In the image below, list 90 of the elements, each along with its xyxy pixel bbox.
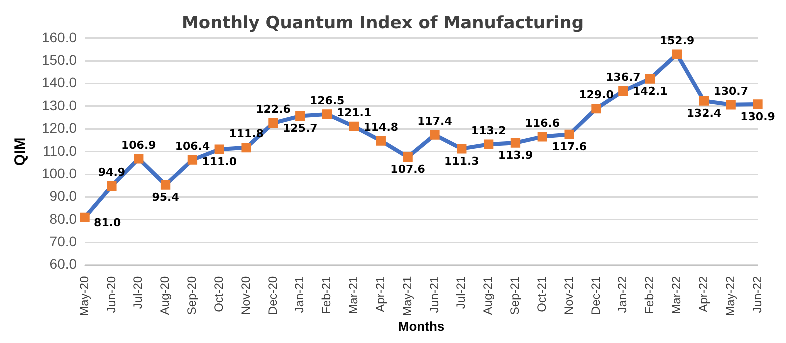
data-label: 129.0 [579, 88, 614, 102]
data-label: 130.7 [714, 84, 748, 98]
data-label: 113.9 [498, 148, 534, 162]
point [349, 122, 360, 132]
y-axis-title: QIM [12, 138, 30, 166]
x-tick-label: Aug-21 [481, 276, 496, 316]
y-tick-label: 140.0 [42, 74, 78, 91]
data-label: 114.8 [364, 120, 399, 134]
data-label: 125.7 [282, 122, 318, 136]
point [672, 50, 682, 60]
chart-title: Monthly Quantum Index of Manufacturing [182, 14, 584, 34]
point [430, 130, 440, 140]
x-tick-label: Mar-22 [670, 276, 684, 314]
y-tick-label: 100.0 [42, 165, 78, 182]
x-tick-label: Jan-21 [292, 276, 307, 314]
data-label: 107.6 [390, 163, 426, 176]
x-tick-label: Nov-21 [562, 276, 576, 316]
x-tick-label: Apr-22 [696, 276, 710, 312]
point [538, 132, 548, 142]
point [699, 96, 709, 106]
x-tick-label: May-20 [77, 276, 92, 316]
point [268, 118, 278, 128]
x-tick-label: Dec-21 [588, 276, 603, 316]
data-label: 111.0 [202, 155, 238, 168]
x-tick-label: Jul-21 [454, 276, 468, 310]
y-tick-label: 110.0 [43, 142, 78, 159]
point [160, 180, 171, 190]
x-tick-label: Jul-20 [131, 276, 146, 310]
point [80, 212, 90, 223]
data-label: 142.1 [632, 84, 668, 98]
point [296, 111, 306, 122]
data-label: 122.6 [256, 103, 292, 116]
data-label: 81.0 [94, 216, 122, 230]
x-tick-label: Aug-20 [158, 276, 172, 316]
y-tick-label: 130.0 [42, 97, 78, 114]
data-label: 132.4 [686, 106, 722, 120]
y-tick-label: 80.0 [50, 210, 78, 227]
data-label: 95.4 [152, 190, 180, 204]
data-label: 116.6 [525, 116, 560, 130]
x-tick-label: Jun-20 [104, 276, 118, 314]
point [726, 100, 736, 110]
y-tick-label: 120.0 [42, 120, 78, 136]
point [107, 181, 117, 191]
data-label: 136.7 [606, 71, 641, 84]
x-tick-label: Feb-22 [642, 276, 657, 314]
y-tick-label: 90.0 [50, 188, 78, 204]
x-tick-label: Mar-21 [346, 276, 361, 314]
point [403, 152, 413, 162]
data-label: 121.1 [336, 106, 372, 120]
x-tick-label: Oct-21 [534, 276, 549, 312]
y-tick-label: 160.0 [42, 29, 78, 46]
y-tick-label: 70.0 [50, 234, 78, 250]
data-label: 106.4 [175, 140, 210, 153]
data-label: 117.6 [552, 140, 588, 154]
y-tick-label: 60.0 [50, 256, 78, 272]
data-label: 117.4 [418, 114, 453, 128]
data-label: 130.9 [740, 110, 776, 124]
data-label: 111.3 [444, 154, 480, 168]
y-tick-label: 150.0 [42, 52, 78, 68]
x-tick-label: Feb-21 [320, 276, 334, 314]
point [242, 142, 252, 153]
x-tick-label: Dec-20 [266, 276, 280, 316]
x-tick-label: Oct-20 [212, 276, 226, 312]
data-label: 126.5 [310, 94, 345, 108]
x-tick-label: May-22 [723, 276, 738, 316]
point [214, 144, 224, 154]
x-tick-label: Apr-21 [373, 276, 388, 312]
x-tick-label: Jun-21 [427, 276, 442, 314]
point [592, 104, 602, 114]
x-tick-label: Jun-22 [750, 276, 764, 314]
data-label: 152.9 [660, 34, 695, 48]
x-tick-label: Sep-21 [508, 276, 522, 316]
point [322, 110, 332, 120]
point [753, 100, 763, 110]
point [645, 74, 656, 84]
x-axis-title: Months [398, 318, 445, 334]
x-tick-label: Nov-20 [238, 276, 253, 316]
point [618, 86, 628, 96]
point [134, 154, 144, 164]
point [457, 144, 467, 154]
data-label: 113.2 [471, 124, 506, 138]
data-label: 106.9 [121, 138, 156, 152]
point [564, 130, 574, 140]
point [484, 140, 494, 150]
x-tick-label: May-21 [400, 276, 414, 316]
x-tick-label: Sep-20 [185, 276, 200, 316]
point [376, 136, 386, 146]
x-tick-label: Jan-22 [616, 276, 630, 314]
point [510, 138, 521, 148]
point [188, 155, 198, 165]
